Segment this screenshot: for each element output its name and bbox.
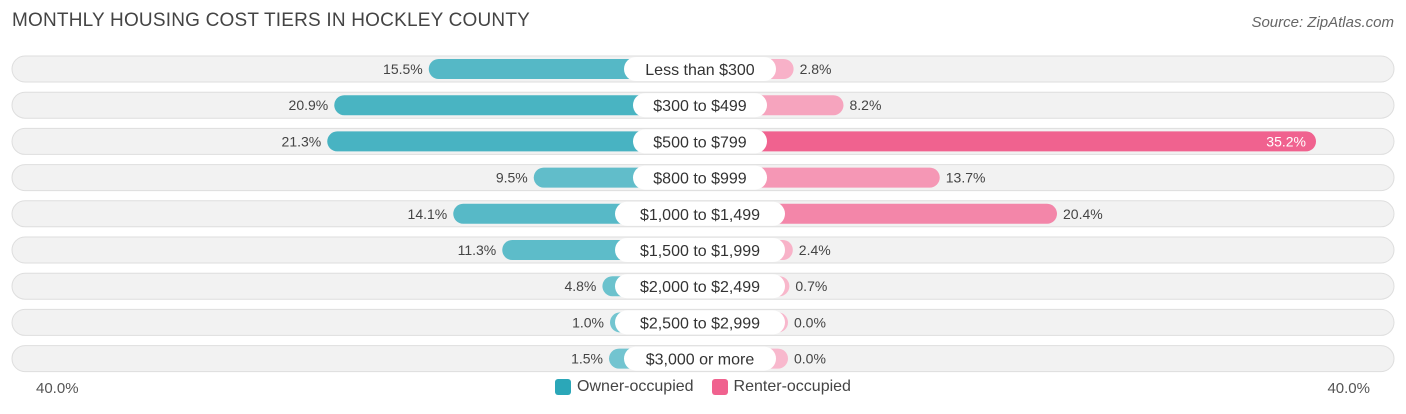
owner-value-label: 1.5% (571, 351, 603, 367)
renter-value-label: 20.4% (1063, 206, 1103, 222)
chart-title: MONTHLY HOUSING COST TIERS IN HOCKLEY CO… (12, 10, 531, 31)
category-pill (624, 57, 776, 81)
legend-swatch-renter (711, 379, 728, 395)
category-pill (615, 274, 785, 299)
axis-right-label: 40.0% (1327, 380, 1370, 397)
owner-bar (334, 95, 700, 116)
legend: Owner-occupied Renter-occupied (0, 378, 1406, 396)
category-pill (615, 201, 785, 226)
owner-bar (327, 131, 700, 152)
category-label: $1,000 to $1,499 (640, 207, 760, 224)
renter-value-label: 2.4% (799, 242, 831, 258)
category-label: $500 to $799 (653, 134, 747, 151)
legend-swatch-owner (555, 379, 572, 395)
renter-value-label: 0.0% (794, 314, 826, 330)
owner-value-label: 4.8% (564, 278, 596, 294)
owner-value-label: 14.1% (408, 206, 448, 222)
legend-item-owner: Owner-occupied (555, 378, 694, 396)
renter-value-label: 0.7% (795, 278, 827, 294)
owner-value-label: 21.3% (282, 133, 322, 149)
renter-value-label: 2.8% (800, 61, 832, 77)
renter-value-label: 13.7% (946, 170, 986, 186)
axis-left-label: 40.0% (36, 380, 79, 397)
category-pill (633, 129, 767, 154)
category-pill (633, 93, 767, 118)
legend-label-renter: Renter-occupied (733, 378, 851, 395)
renter-value-label: 0.0% (794, 351, 826, 367)
category-label: Less than $300 (645, 62, 755, 79)
chart-source: Source: ZipAtlas.com (1251, 14, 1394, 31)
renter-value-label: 8.2% (850, 97, 882, 113)
renter-bar (700, 203, 1057, 224)
renter-bar (700, 131, 1316, 152)
renter-value-label: 35.2% (1266, 133, 1306, 149)
category-label: $2,500 to $2,999 (640, 315, 760, 332)
category-pill (615, 310, 785, 335)
category-label: $2,000 to $2,499 (640, 279, 760, 296)
owner-value-label: 15.5% (383, 61, 423, 77)
owner-value-label: 9.5% (496, 170, 528, 186)
owner-value-label: 20.9% (289, 97, 329, 113)
owner-value-label: 11.3% (458, 242, 497, 258)
category-label: $3,000 or more (646, 352, 755, 369)
category-pill (615, 238, 785, 262)
category-label: $300 to $499 (653, 98, 747, 115)
category-label: $800 to $999 (653, 171, 747, 188)
owner-value-label: 1.0% (572, 314, 604, 330)
category-pill (633, 165, 767, 190)
category-pill (624, 346, 776, 371)
legend-label-owner: Owner-occupied (577, 378, 694, 395)
legend-item-renter: Renter-occupied (711, 378, 851, 396)
category-label: $1,500 to $1,999 (640, 243, 760, 260)
